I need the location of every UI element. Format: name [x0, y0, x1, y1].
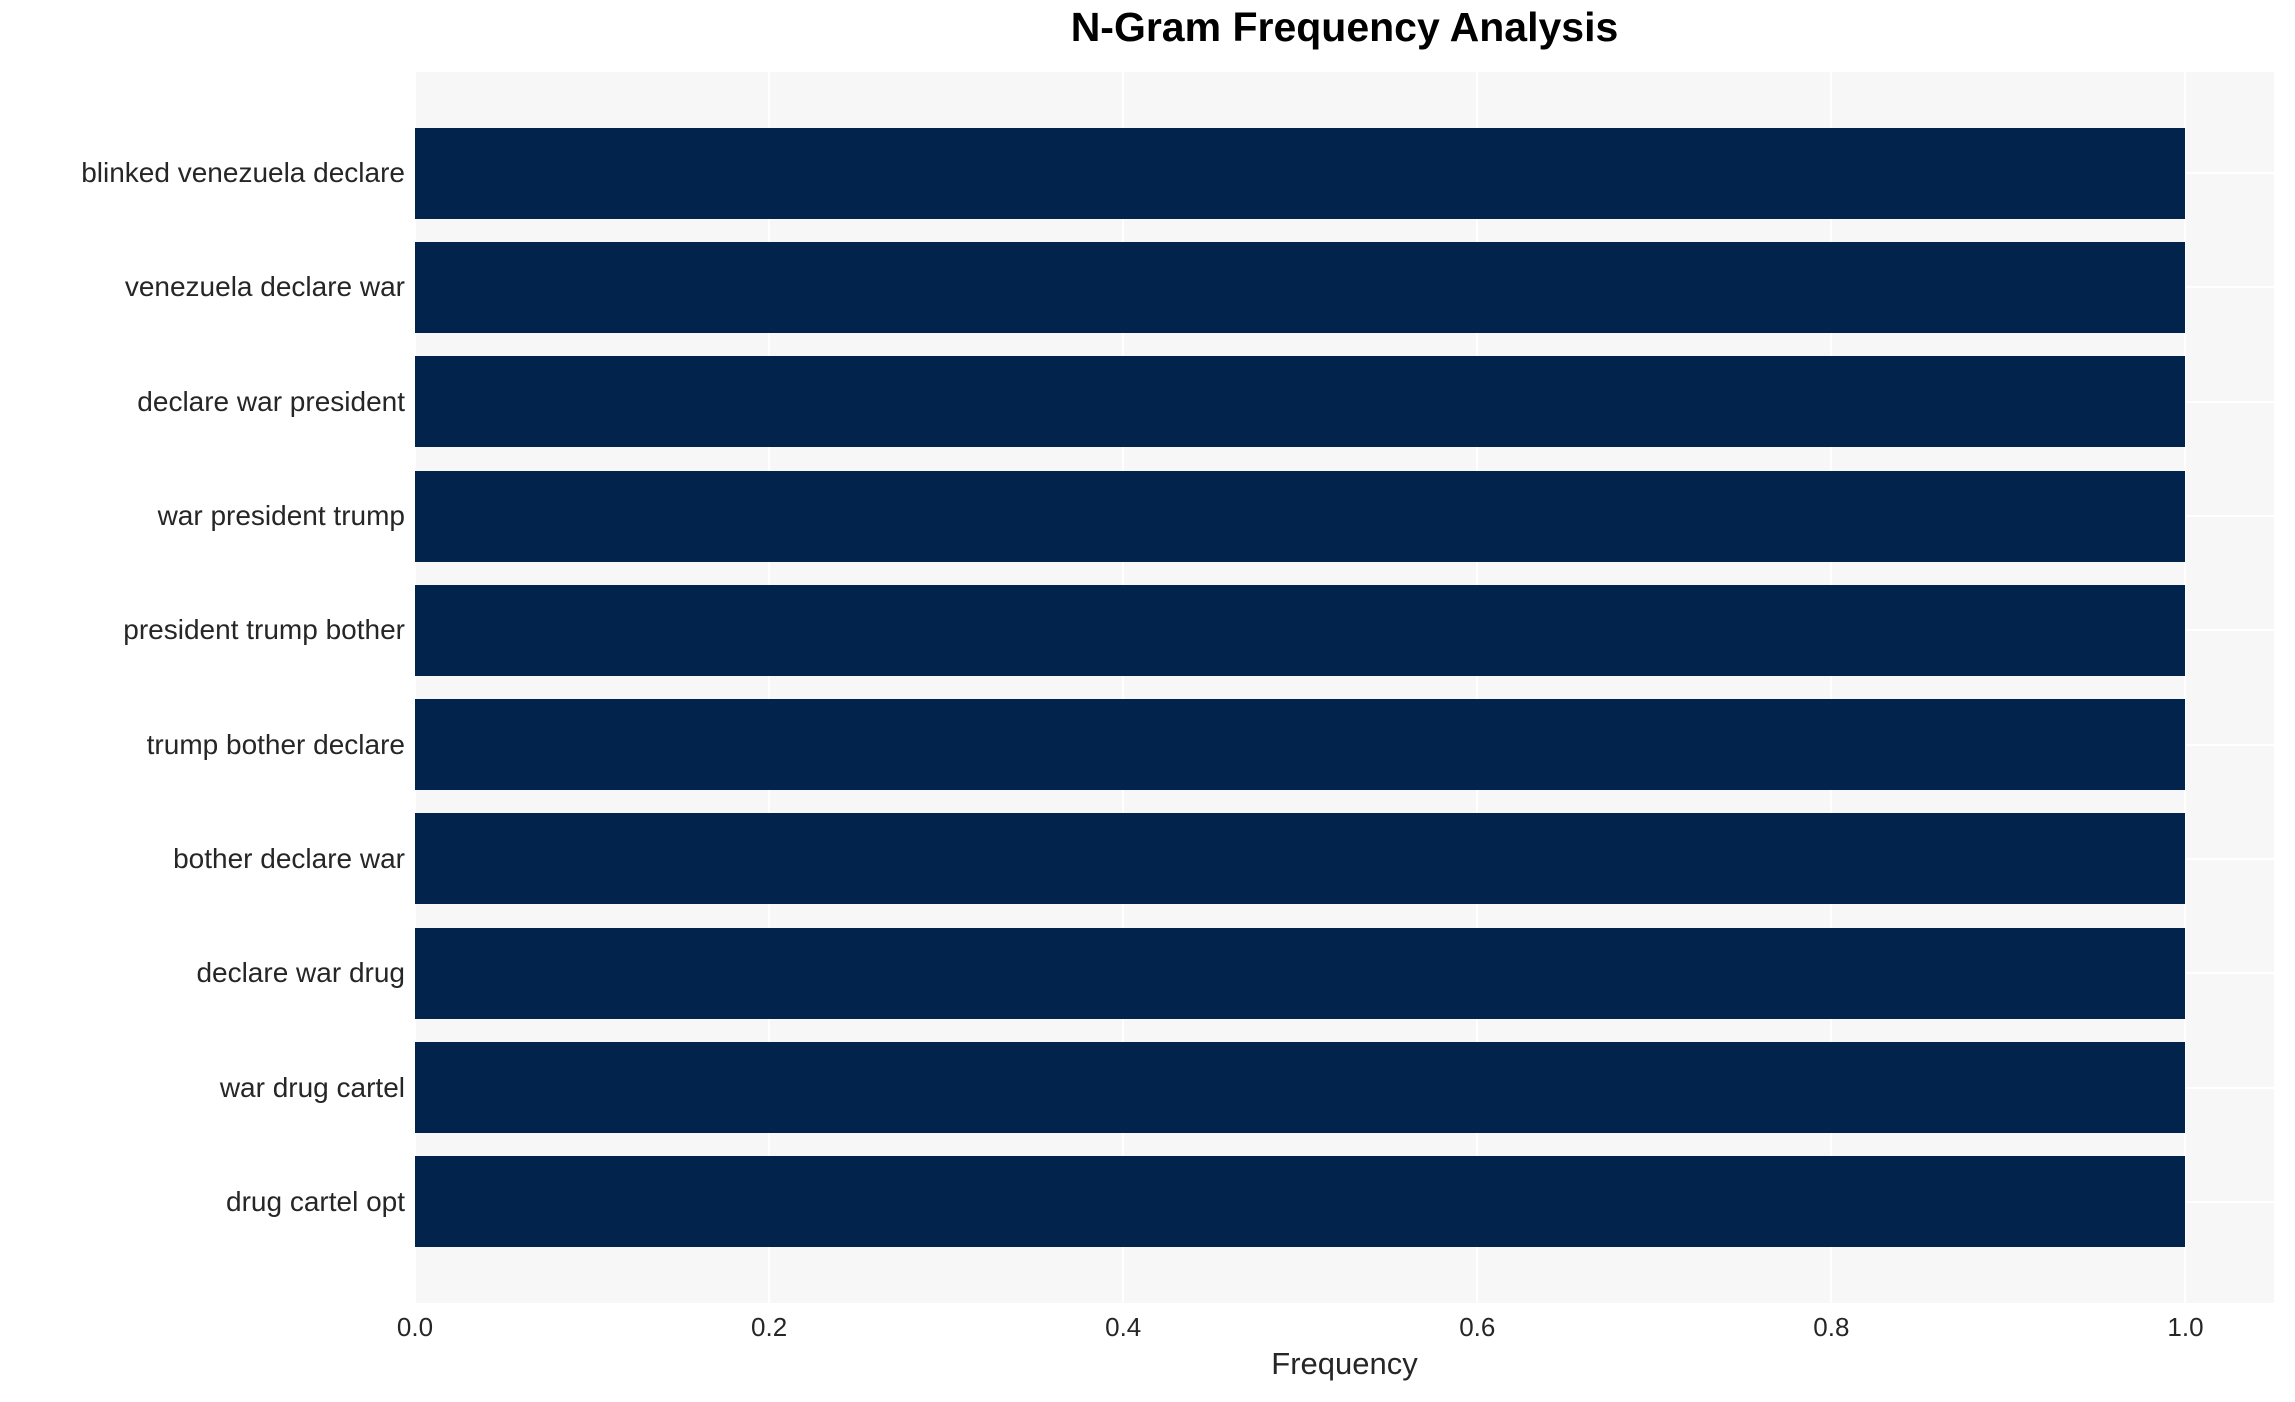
y-tick-label: trump bother declare: [146, 728, 405, 760]
y-tick-label: bother declare war: [173, 842, 405, 874]
x-gridline: [1830, 72, 1833, 1303]
bar: [415, 1042, 2186, 1134]
bar: [415, 699, 2186, 791]
x-tick-label: 0.4: [1105, 1312, 1142, 1342]
x-tick-label: 0.0: [396, 1312, 434, 1342]
x-tick-label: 1.0: [2167, 1312, 2204, 1342]
bar: [415, 584, 2186, 676]
y-tick-label: declare war president: [137, 385, 405, 417]
chart-title: N-Gram Frequency Analysis: [1070, 4, 1619, 50]
y-tick-label: blinked venezuela declare: [81, 157, 405, 189]
bar: [415, 241, 2186, 333]
bar: [415, 1156, 2186, 1248]
x-tick-label: 0.2: [751, 1312, 788, 1342]
bar: [415, 927, 2186, 1019]
bar: [415, 813, 2186, 905]
y-tick-label: war drug cartel: [219, 1071, 405, 1103]
y-tick-label: declare war drug: [196, 957, 405, 989]
x-tick-label: 0.6: [1459, 1312, 1496, 1342]
x-gridline: [414, 72, 416, 1303]
bar: [415, 356, 2186, 448]
bar: [415, 127, 2186, 219]
x-axis-label: Frequency: [1271, 1346, 1418, 1381]
x-gridline: [2184, 72, 2187, 1303]
x-tick-label: 0.8: [1813, 1312, 1850, 1342]
bar: [415, 470, 2186, 562]
y-tick-label: president trump bother: [123, 614, 405, 646]
y-tick-label: venezuela declare war: [124, 271, 405, 303]
plot-area: [414, 72, 2274, 1303]
y-tick-label: drug cartel opt: [226, 1185, 405, 1217]
y-tick-label: war president trump: [157, 500, 405, 532]
x-gridline: [1122, 72, 1125, 1303]
x-gridline: [1476, 72, 1479, 1303]
x-gridline: [768, 72, 771, 1303]
